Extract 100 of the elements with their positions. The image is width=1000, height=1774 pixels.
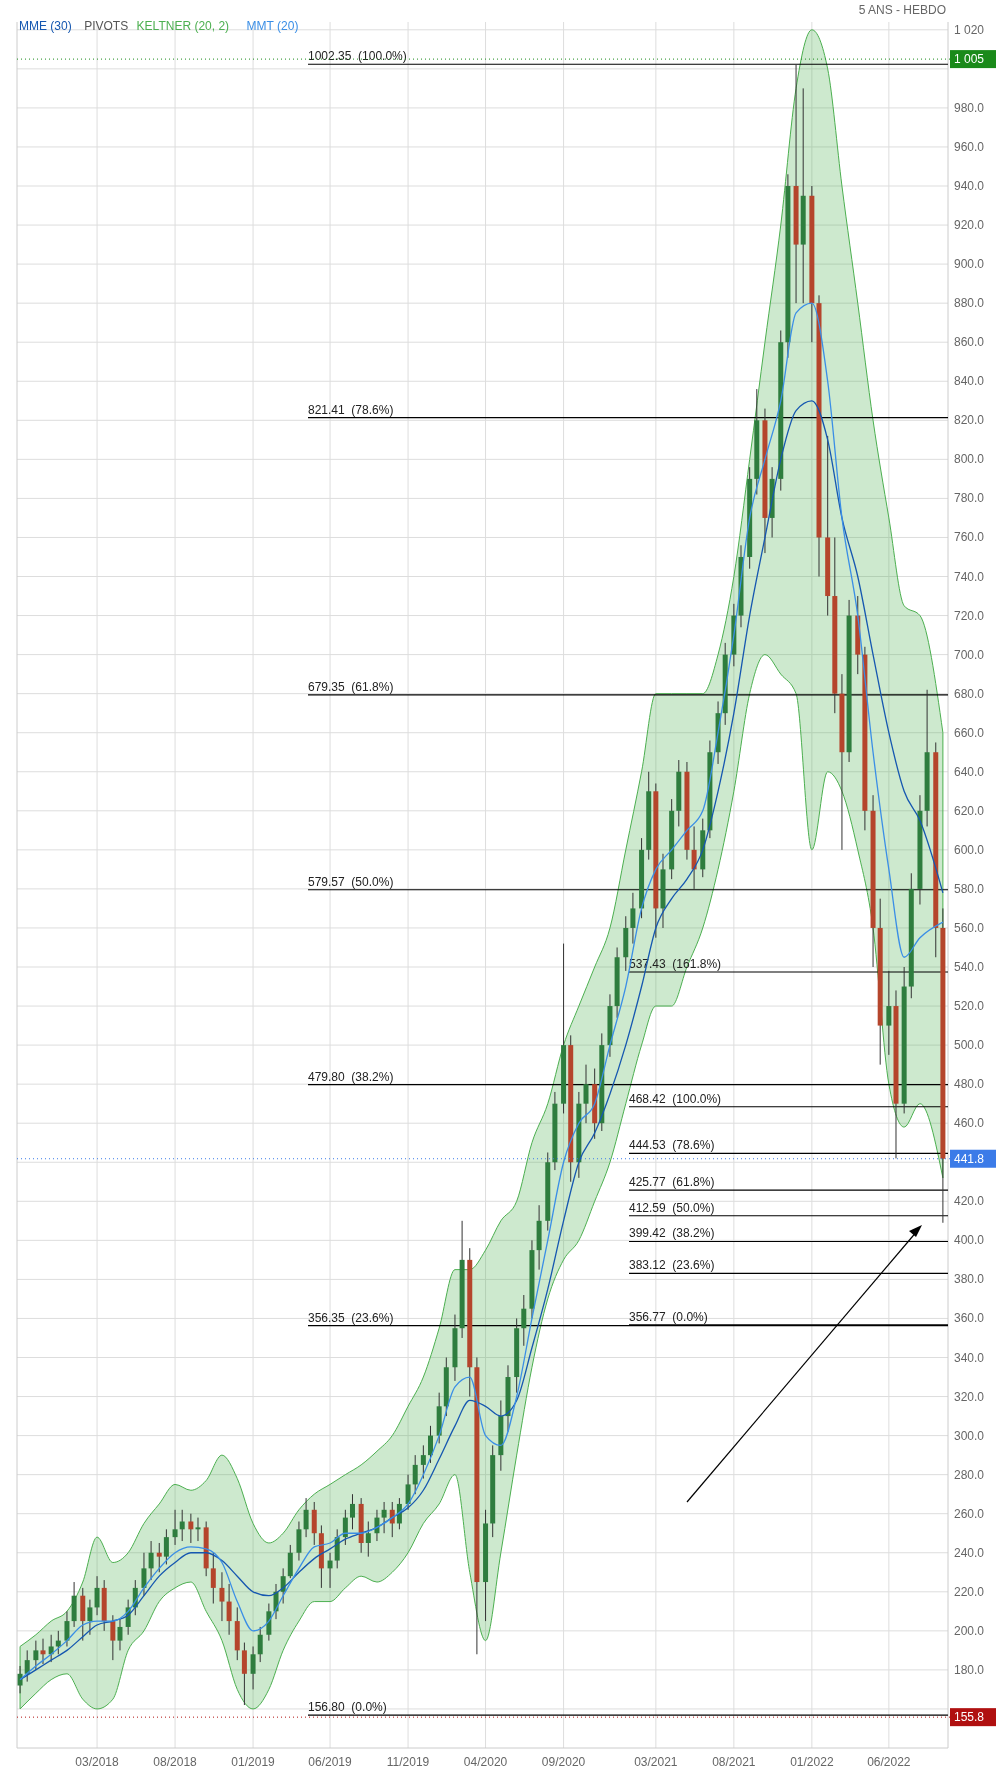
- y-tick-label: 600.0: [954, 842, 985, 857]
- y-tick-label: 640.0: [954, 764, 985, 779]
- candlestick: [296, 1521, 302, 1562]
- x-tick-label: 08/2021: [712, 1755, 756, 1769]
- y-tick-label: 360.0: [954, 1311, 985, 1326]
- candlestick: [156, 1542, 162, 1573]
- ref-line-label: 1 005: [954, 52, 985, 67]
- y-tick-label: 420.0: [954, 1194, 985, 1209]
- candlestick: [195, 1517, 201, 1542]
- ref-line-label: 356.77 (0.0%): [629, 1309, 708, 1324]
- candlestick: [210, 1552, 216, 1605]
- candlestick: [87, 1599, 93, 1636]
- ref-line-label: 356.35 (23.6%): [308, 1310, 394, 1325]
- candlestick: [420, 1444, 426, 1480]
- candlestick: [141, 1552, 147, 1597]
- y-tick-label: 220.0: [954, 1584, 985, 1599]
- candlestick: [219, 1571, 225, 1622]
- y-tick-label: 480.0: [954, 1077, 985, 1092]
- y-tick-label: 500.0: [954, 1038, 985, 1053]
- ref-line-label: 679.35 (61.8%): [308, 679, 394, 694]
- candlestick: [287, 1544, 293, 1579]
- y-tick-label: 900.0: [954, 257, 985, 272]
- candlestick: [266, 1603, 272, 1642]
- text: MMT (20): [246, 19, 299, 33]
- candlestick: [163, 1528, 169, 1565]
- y-tick-label: 180.0: [954, 1662, 985, 1677]
- y-tick-label: 660.0: [954, 725, 985, 740]
- y-tick-label: 860.0: [954, 335, 985, 350]
- candlestick: [311, 1501, 317, 1546]
- candlestick: [428, 1425, 433, 1464]
- ref-line-label: 412.59 (50.0%): [629, 1200, 715, 1215]
- x-tick-label: 08/2018: [153, 1755, 198, 1769]
- candlestick: [226, 1583, 232, 1636]
- y-tick-label: 760.0: [954, 530, 985, 545]
- y-tick-label: 680.0: [954, 686, 985, 701]
- candlestick: [172, 1509, 178, 1546]
- ref-line-label: 444.53 (78.6%): [629, 1138, 715, 1153]
- y-tick-label: 620.0: [954, 803, 985, 818]
- candlestick: [40, 1638, 46, 1665]
- y-tick-label: 820.0: [954, 413, 985, 428]
- legend-label: KELTNER (20, 2): [136, 19, 230, 33]
- y-tick-label: 840.0: [954, 374, 985, 389]
- x-tick-label: 04/2020: [463, 1755, 508, 1769]
- y-tick-label: 780.0: [954, 491, 985, 506]
- y-tick-label: 1 020: [954, 22, 985, 37]
- ref-line-label: 1002.35 (100.0%): [308, 49, 407, 64]
- y-tick-label: 740.0: [954, 569, 985, 584]
- y-tick-label: 800.0: [954, 452, 985, 467]
- chart-subtitle: 5 ANS - HEBDO: [858, 3, 946, 17]
- y-tick-label: 460.0: [954, 1116, 985, 1131]
- y-tick-label: 200.0: [954, 1623, 985, 1638]
- y-tick-label: 580.0: [954, 881, 985, 896]
- y-tick-label: 300.0: [954, 1428, 985, 1443]
- ref-line-label: 425.77 (61.8%): [629, 1175, 715, 1190]
- y-tick-label: 880.0: [954, 296, 985, 311]
- candlestick: [33, 1640, 39, 1671]
- candlestick: [117, 1618, 123, 1651]
- ref-line-label: 441.8: [954, 1151, 985, 1166]
- ref-line-label: 156.80 (0.0%): [308, 1700, 387, 1715]
- y-tick-label: 720.0: [954, 608, 985, 623]
- candlestick: [148, 1540, 154, 1581]
- y-tick-label: 280.0: [954, 1467, 985, 1482]
- candlestick: [64, 1610, 70, 1647]
- x-tick-label: 06/2019: [308, 1755, 353, 1769]
- y-tick-label: 980.0: [954, 100, 985, 115]
- candlestick: [24, 1649, 30, 1683]
- y-tick-label: 240.0: [954, 1545, 985, 1560]
- y-tick-label: 400.0: [954, 1233, 985, 1248]
- y-tick-label: 940.0: [954, 179, 985, 194]
- ref-line-label: 821.41 (78.6%): [308, 402, 394, 417]
- candlestick: [110, 1614, 116, 1661]
- y-tick-label: 260.0: [954, 1506, 985, 1521]
- x-tick-label: 11/2019: [386, 1755, 430, 1769]
- candlestick: [342, 1509, 348, 1546]
- candlestick: [521, 1294, 527, 1347]
- y-tick-label: 700.0: [954, 647, 985, 662]
- y-tick-label: 540.0: [954, 960, 985, 974]
- text: MME (30): [19, 19, 72, 33]
- y-tick-label: 380.0: [954, 1272, 985, 1287]
- ref-line-label: 155.8: [954, 1710, 985, 1725]
- candlestick: [17, 1665, 23, 1694]
- candlestick: [241, 1642, 247, 1706]
- y-tick-label: 960.0: [954, 139, 985, 154]
- x-tick-label: 01/2022: [790, 1755, 834, 1769]
- candlestick: [250, 1645, 256, 1690]
- candlestick: [334, 1528, 340, 1569]
- candlestick: [365, 1521, 371, 1558]
- candlestick: [48, 1634, 54, 1663]
- candlestick: [405, 1474, 411, 1511]
- candlestick: [583, 1064, 589, 1124]
- candlestick: [886, 970, 892, 1056]
- y-tick-label: 560.0: [954, 920, 985, 935]
- y-tick-label: 920.0: [954, 218, 985, 233]
- x-tick-label: 03/2021: [634, 1755, 678, 1769]
- candlestick: [327, 1552, 333, 1589]
- ref-line-label: 479.80 (38.2%): [308, 1069, 394, 1084]
- candlestick: [179, 1509, 185, 1542]
- candlestick: [280, 1567, 286, 1605]
- x-tick-label: 06/2022: [867, 1755, 911, 1769]
- x-tick-label: 09/2020: [541, 1755, 586, 1769]
